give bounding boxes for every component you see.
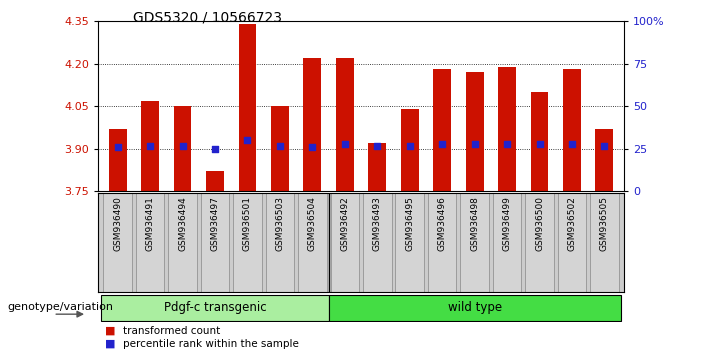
Bar — [266, 193, 294, 292]
Point — [307, 144, 318, 150]
Text: GSM936490: GSM936490 — [113, 196, 122, 251]
Bar — [168, 193, 197, 292]
Text: ■: ■ — [105, 326, 116, 336]
Bar — [465, 72, 484, 191]
Point — [404, 143, 415, 149]
Bar — [595, 129, 613, 191]
Bar — [493, 193, 522, 292]
Bar — [330, 193, 359, 292]
Bar — [206, 171, 224, 191]
Text: GSM936505: GSM936505 — [600, 196, 609, 251]
Point — [177, 143, 188, 149]
Text: genotype/variation: genotype/variation — [7, 302, 113, 313]
Text: GSM936499: GSM936499 — [503, 196, 512, 251]
Text: GSM936503: GSM936503 — [275, 196, 285, 251]
Point — [437, 142, 448, 147]
Text: wild type: wild type — [447, 301, 502, 314]
Bar — [271, 106, 289, 191]
Text: ■: ■ — [105, 339, 116, 349]
Text: GSM936491: GSM936491 — [146, 196, 154, 251]
Bar — [395, 193, 424, 292]
Text: GSM936493: GSM936493 — [373, 196, 382, 251]
Bar — [298, 193, 327, 292]
Bar — [363, 193, 392, 292]
Text: percentile rank within the sample: percentile rank within the sample — [123, 339, 299, 349]
Bar — [401, 109, 418, 191]
Text: GSM936504: GSM936504 — [308, 196, 317, 251]
Text: GSM936494: GSM936494 — [178, 196, 187, 251]
Bar — [304, 58, 321, 191]
Bar — [238, 24, 257, 191]
Bar — [563, 69, 581, 191]
Bar — [233, 193, 261, 292]
Bar — [174, 106, 191, 191]
Text: Pdgf-c transgenic: Pdgf-c transgenic — [163, 301, 266, 314]
Bar — [102, 295, 329, 321]
Text: GSM936492: GSM936492 — [340, 196, 349, 251]
Bar — [531, 92, 548, 191]
Text: GSM936497: GSM936497 — [210, 196, 219, 251]
Bar — [428, 193, 456, 292]
Point — [242, 137, 253, 143]
Bar — [136, 193, 164, 292]
Text: transformed count: transformed count — [123, 326, 220, 336]
Bar — [525, 193, 554, 292]
Bar — [329, 295, 620, 321]
Bar — [368, 143, 386, 191]
Point — [501, 142, 512, 147]
Bar — [433, 69, 451, 191]
Text: GDS5320 / 10566723: GDS5320 / 10566723 — [133, 11, 283, 25]
Bar — [200, 193, 229, 292]
Text: GSM936502: GSM936502 — [568, 196, 576, 251]
Point — [469, 142, 480, 147]
Bar — [109, 129, 127, 191]
Point — [372, 143, 383, 149]
Point — [534, 142, 545, 147]
Bar — [141, 101, 159, 191]
Point — [144, 143, 156, 149]
Bar — [558, 193, 586, 292]
Text: GSM936498: GSM936498 — [470, 196, 479, 251]
Bar — [103, 193, 132, 292]
Text: GSM936496: GSM936496 — [437, 196, 447, 251]
Bar — [336, 58, 354, 191]
Point — [112, 144, 123, 150]
Bar — [590, 193, 619, 292]
Point — [339, 142, 350, 147]
Bar — [461, 193, 489, 292]
Text: GSM936495: GSM936495 — [405, 196, 414, 251]
Bar — [498, 67, 516, 191]
Point — [599, 143, 610, 149]
Text: GSM936501: GSM936501 — [243, 196, 252, 251]
Text: GSM936500: GSM936500 — [535, 196, 544, 251]
Point — [566, 142, 578, 147]
Point — [210, 146, 221, 152]
Point — [274, 143, 285, 149]
